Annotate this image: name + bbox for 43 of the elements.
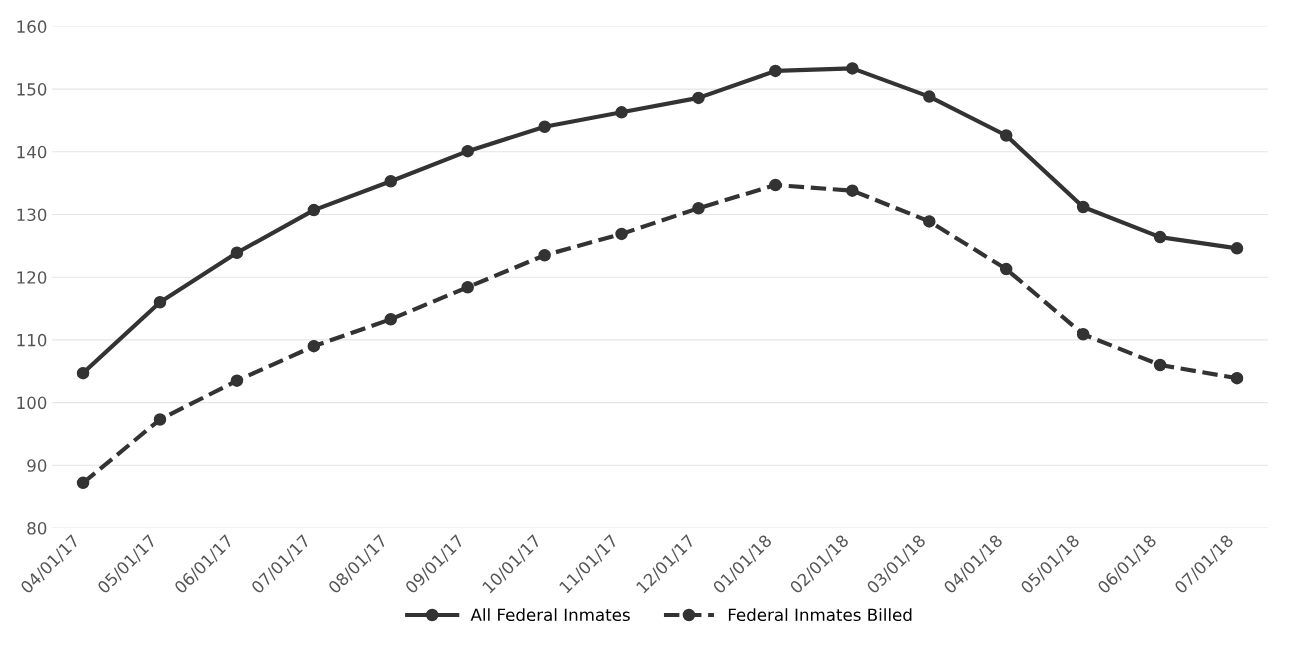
point [153, 296, 167, 309]
point [615, 106, 628, 119]
point [384, 175, 398, 188]
y-tick-label: 150 [17, 83, 47, 96]
point [999, 262, 1013, 276]
y-tick-label: 120 [17, 271, 47, 284]
y-tick-label: 140 [17, 145, 47, 159]
point [1076, 200, 1090, 214]
point [76, 476, 90, 490]
point [615, 227, 628, 241]
legend-label: All Federal Inmates [470, 608, 630, 622]
point [769, 178, 782, 192]
y-tick-label: 100 [17, 396, 47, 410]
point [307, 203, 321, 217]
point [1153, 358, 1167, 372]
y-tick-label: 130 [17, 208, 47, 222]
y-tick-label: 110 [17, 333, 47, 347]
point [923, 215, 936, 228]
point [76, 366, 90, 380]
point [769, 64, 782, 78]
point [384, 312, 398, 326]
point [538, 120, 551, 133]
point [1076, 328, 1090, 341]
legend-label: Federal Inmates Billed [728, 608, 912, 622]
point [999, 129, 1013, 142]
point [1230, 371, 1244, 385]
y-tick-label: 80 [27, 521, 47, 535]
y-tick-label: 160 [17, 20, 47, 33]
point [846, 184, 859, 197]
point [923, 90, 936, 103]
point [538, 249, 551, 262]
point [692, 201, 705, 215]
point [846, 62, 859, 75]
point [461, 144, 474, 158]
point [1153, 230, 1167, 244]
y-tick-label: 90 [27, 459, 47, 472]
point [461, 280, 474, 294]
point [230, 246, 244, 259]
point [692, 91, 705, 105]
point [1230, 242, 1244, 255]
point [230, 374, 244, 387]
point [307, 339, 321, 353]
point [153, 413, 167, 426]
